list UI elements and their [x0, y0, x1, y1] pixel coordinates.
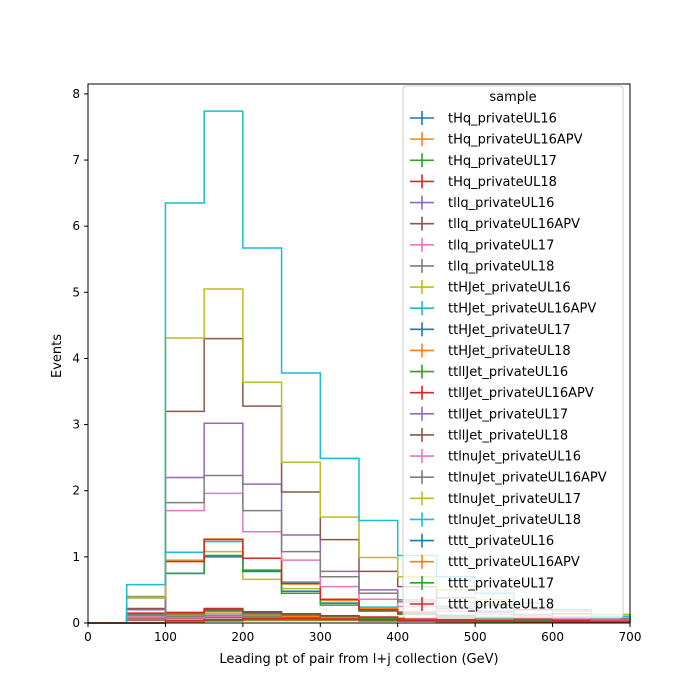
legend-label: tllq_privateUL16APV [448, 217, 580, 232]
y-tick-label: 6 [72, 219, 80, 233]
legend-label: ttlnuJet_privateUL16 [448, 450, 581, 465]
legend-item: tttt_privateUL16APV [410, 554, 580, 570]
y-axis-label: Events [50, 334, 65, 378]
legend-label: ttlnuJet_privateUL16APV [448, 471, 607, 486]
legend-label: ttllJet_privateUL18 [448, 428, 568, 443]
series-layer [88, 110, 631, 624]
legend-item: tttt_privateUL16 [410, 533, 554, 549]
legend-label: ttlnuJet_privateUL18 [448, 513, 581, 528]
series-line-tttt_privateUL18 [88, 617, 631, 624]
x-tick-label: 0 [84, 630, 92, 644]
legend-item: ttlnuJet_privateUL18 [410, 512, 581, 528]
legend-label: ttllJet_privateUL16APV [448, 386, 594, 401]
legend-label: tHq_privateUL16 [448, 112, 557, 127]
x-tick-label: 700 [619, 630, 642, 644]
legend-item: ttlnuJet_privateUL16APV [410, 470, 607, 486]
x-tick-label: 200 [231, 630, 254, 644]
legend-item: tllq_privateUL16 [410, 195, 554, 211]
legend-label: tttt_privateUL17 [448, 576, 554, 591]
x-tick-label: 500 [464, 630, 487, 644]
y-tick-label: 2 [72, 484, 80, 498]
legend-item: tttt_privateUL18 [410, 596, 554, 612]
plot-frame [87, 83, 631, 624]
legend-items: tHq_privateUL16 tHq_privateUL16APV tHq_pri… [410, 111, 607, 612]
legend-label: ttHJet_privateUL16APV [448, 302, 596, 317]
legend-label: ttHJet_privateUL18 [448, 344, 571, 359]
legend-item: tHq_privateUL16APV [410, 132, 583, 148]
legend-item: tHq_privateUL18 [410, 174, 557, 190]
legend-label: tHq_privateUL17 [448, 154, 557, 169]
legend-label: tttt_privateUL16 [448, 534, 554, 549]
legend-item: ttllJet_privateUL18 [410, 427, 568, 443]
legend-item: tllq_privateUL18 [410, 258, 554, 274]
legend-label: tttt_privateUL18 [448, 597, 554, 612]
legend-label: tHq_privateUL18 [448, 175, 557, 190]
x-axis-label: Leading pt of pair from l+j collection (… [219, 652, 498, 667]
legend-item: tttt_privateUL17 [410, 575, 554, 591]
y-tick-label: 8 [72, 87, 80, 101]
legend-label: tllq_privateUL17 [448, 238, 554, 253]
legend-title: sample [489, 90, 536, 105]
legend-item: ttHJet_privateUL16APV [410, 301, 596, 317]
legend-label: ttHJet_privateUL16 [448, 281, 571, 296]
legend-label: tllq_privateUL18 [448, 259, 554, 274]
y-tick-label: 3 [72, 418, 80, 432]
legend-label: tllq_privateUL16 [448, 196, 554, 211]
legend-item: ttllJet_privateUL16 [410, 364, 568, 380]
x-tick-label: 100 [154, 630, 177, 644]
legend-item: ttllJet_privateUL16APV [410, 385, 594, 401]
y-tick-label: 7 [72, 153, 80, 167]
x-axis-ticks: 0 100 200 300 400 500 600 700 [84, 623, 641, 644]
x-tick-label: 600 [541, 630, 564, 644]
legend-item: ttHJet_privateUL18 [410, 343, 571, 359]
legend-frame [402, 85, 624, 619]
y-tick-label: 4 [72, 351, 80, 365]
legend-item: ttlnuJet_privateUL16 [410, 449, 581, 465]
legend-label: tttt_privateUL16APV [448, 555, 580, 570]
legend-item: tHq_privateUL17 [410, 153, 557, 169]
legend-item: ttHJet_privateUL16 [410, 280, 571, 296]
y-tick-label: 5 [72, 285, 80, 299]
series-line-ttllJet_privateUL16APV [88, 538, 631, 624]
x-tick-label: 400 [386, 630, 409, 644]
legend-item: ttlnuJet_privateUL17 [410, 491, 581, 507]
legend-item: tHq_privateUL16 [410, 111, 557, 127]
legend-item: tllq_privateUL17 [410, 237, 554, 253]
legend-item: ttllJet_privateUL17 [410, 406, 568, 422]
legend-label: tHq_privateUL16APV [448, 133, 583, 148]
y-tick-label: 1 [72, 550, 80, 564]
y-tick-label: 0 [72, 616, 80, 630]
legend-label: ttllJet_privateUL16 [448, 365, 568, 380]
legend-item: tllq_privateUL16APV [410, 216, 580, 232]
y-axis-ticks: 0 1 2 3 4 5 6 7 8 [72, 87, 88, 630]
legend-label: ttlnuJet_privateUL17 [448, 492, 581, 507]
legend-label: ttllJet_privateUL17 [448, 407, 568, 422]
x-tick-label: 300 [309, 630, 332, 644]
legend-label: ttHJet_privateUL17 [448, 323, 571, 338]
legend: sample tHq_privateUL16 tHq_privateUL16APV… [402, 85, 624, 619]
legend-item: ttHJet_privateUL17 [410, 322, 571, 338]
